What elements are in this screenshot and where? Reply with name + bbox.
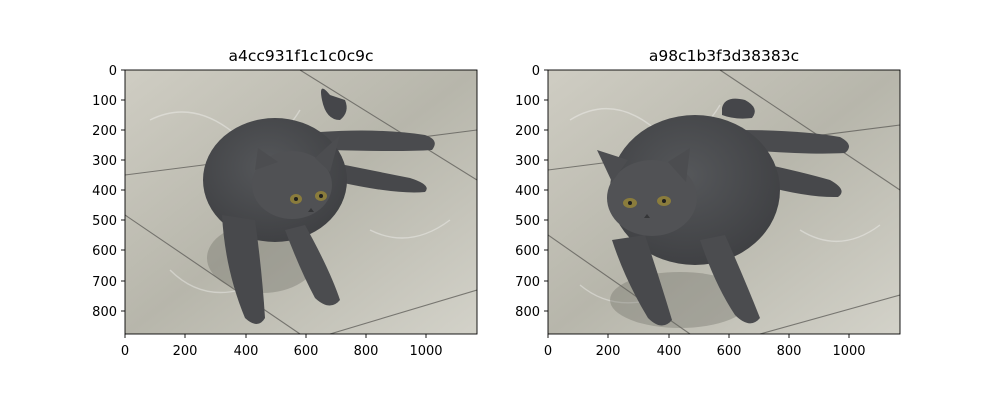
x-tick-label: 600 [717,344,742,359]
panel-2-y-axis: 0 100 200 300 400 500 600 700 800 [515,64,548,320]
panel-1-y-axis: 0 100 200 300 400 500 600 700 800 [92,64,125,320]
y-tick-label: 0 [532,64,540,79]
panel-1: a4cc931f1c1c0c9c [92,47,478,359]
y-tick-label: 400 [92,184,117,199]
x-tick-label: 600 [294,344,319,359]
panel-1-title: a4cc931f1c1c0c9c [229,47,374,65]
y-tick-label: 700 [92,275,117,290]
panel-1-x-axis: 0 200 400 600 800 1000 [121,334,443,359]
y-tick-label: 800 [92,305,117,320]
panel-1-frame [124,69,478,335]
panel-2: a98c1b3f3d38383c [515,47,901,359]
y-tick-label: 400 [515,184,540,199]
cat-photo-1 [125,70,477,334]
x-tick-label: 0 [544,344,552,359]
panel-2-frame [547,69,901,335]
y-tick-label: 100 [92,94,117,109]
x-tick-label: 0 [121,344,129,359]
x-tick-label: 1000 [409,344,442,359]
y-tick-label: 200 [515,124,540,139]
y-tick-label: 500 [515,214,540,229]
panel-2-title: a98c1b3f3d38383c [649,47,799,65]
x-tick-label: 400 [657,344,682,359]
panel-2-x-axis: 0 200 400 600 800 1000 [544,334,866,359]
x-tick-label: 200 [596,344,621,359]
x-tick-label: 800 [354,344,379,359]
x-tick-label: 200 [173,344,198,359]
y-tick-label: 700 [515,275,540,290]
y-tick-label: 0 [109,64,117,79]
gray-cat-icon [203,88,435,324]
x-tick-label: 1000 [832,344,865,359]
y-tick-label: 200 [92,124,117,139]
y-tick-label: 600 [515,244,540,259]
y-tick-label: 600 [92,244,117,259]
x-tick-label: 800 [777,344,802,359]
y-tick-label: 100 [515,94,540,109]
gray-cat-icon [597,98,849,328]
x-tick-label: 400 [234,344,259,359]
y-tick-label: 800 [515,305,540,320]
y-tick-label: 300 [515,154,540,169]
cat-photo-2 [548,70,900,334]
y-tick-label: 500 [92,214,117,229]
y-tick-label: 300 [92,154,117,169]
